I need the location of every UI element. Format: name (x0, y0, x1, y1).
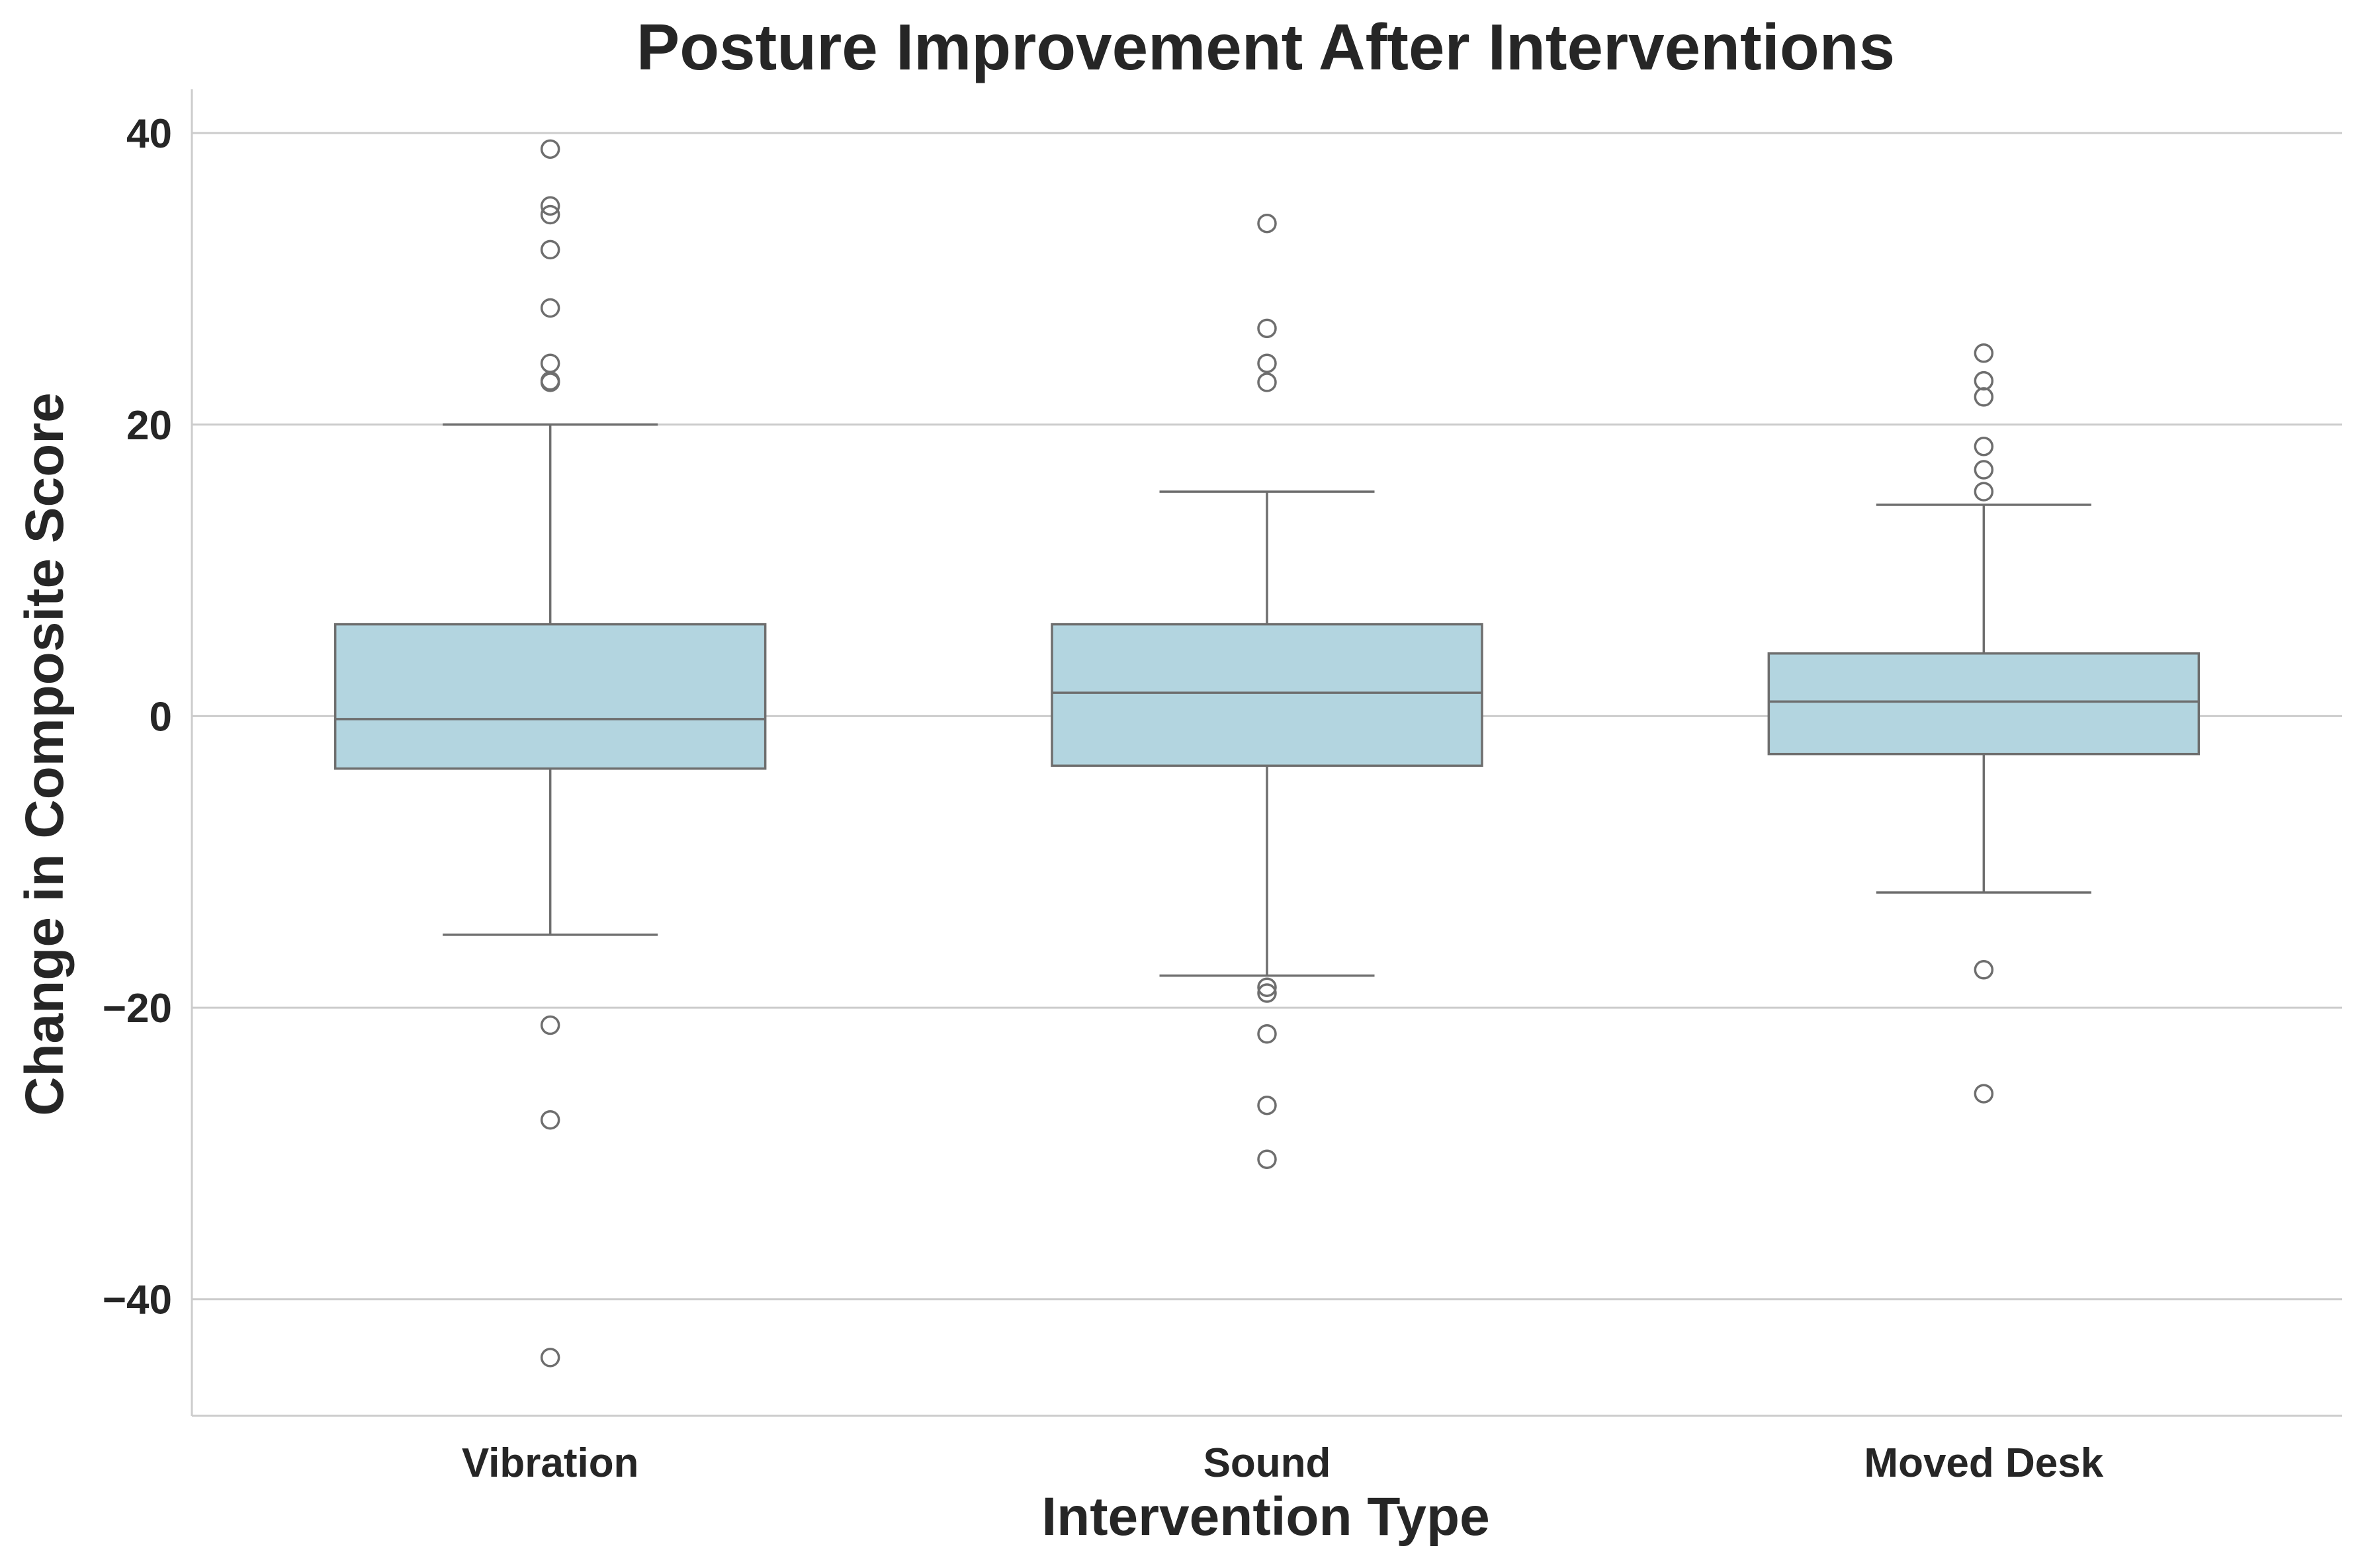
outlier-point (540, 139, 560, 159)
outlier-point (1974, 460, 1994, 480)
outlier-point (1257, 983, 1277, 1003)
box-group (1051, 213, 1483, 1169)
outlier-point (1974, 960, 1994, 980)
outlier-point (1257, 353, 1277, 373)
tick-labels: 40 20 0 −20 −40 Vibration Sound Moved Desk (103, 111, 2104, 1486)
outlier-point (1974, 343, 1994, 363)
y-tick-label: 40 (126, 111, 172, 157)
outlier-point (540, 372, 560, 392)
axes (191, 89, 2342, 1417)
y-tick-label: 20 (126, 403, 172, 449)
box-group (333, 139, 767, 1368)
outlier-point (540, 1110, 560, 1130)
x-tick-label: Moved Desk (1864, 1440, 2103, 1486)
box-group (1767, 343, 2201, 1104)
outlier-point (1257, 1024, 1277, 1044)
outlier-point (1257, 372, 1277, 392)
box-iqr (333, 623, 767, 770)
outlier-point (1257, 318, 1277, 339)
box-iqr (1051, 623, 1483, 767)
outlier-point (540, 204, 560, 225)
outlier-point (540, 353, 560, 373)
outlier-point (540, 196, 560, 216)
outlier-point (1974, 1084, 1994, 1104)
y-axis-label: Change in Composite Score (15, 392, 75, 1116)
outlier-point (1974, 482, 1994, 501)
x-tick-label: Vibration (462, 1440, 639, 1486)
y-tick-label: 0 (150, 694, 172, 740)
x-tick-label: Sound (1203, 1440, 1331, 1486)
outlier-point (540, 240, 560, 260)
boxes (333, 139, 2201, 1368)
outlier-point (1257, 1149, 1277, 1169)
outlier-point (1974, 387, 1994, 407)
y-tick-label: −40 (103, 1278, 172, 1323)
outlier-point (540, 298, 560, 318)
y-tick-label: −20 (103, 986, 172, 1031)
outlier-point (540, 1015, 560, 1035)
outlier-point (1974, 370, 1994, 391)
x-axis-label: Intervention Type (1041, 1487, 1489, 1547)
chart-title: Posture Improvement After Interventions (636, 11, 1895, 83)
outlier-point (1257, 977, 1277, 997)
outlier-point (1257, 213, 1277, 234)
outlier-point (1974, 437, 1994, 457)
outlier-point (1257, 1095, 1277, 1115)
outlier-point (540, 1348, 560, 1368)
box-iqr (1767, 652, 2201, 756)
